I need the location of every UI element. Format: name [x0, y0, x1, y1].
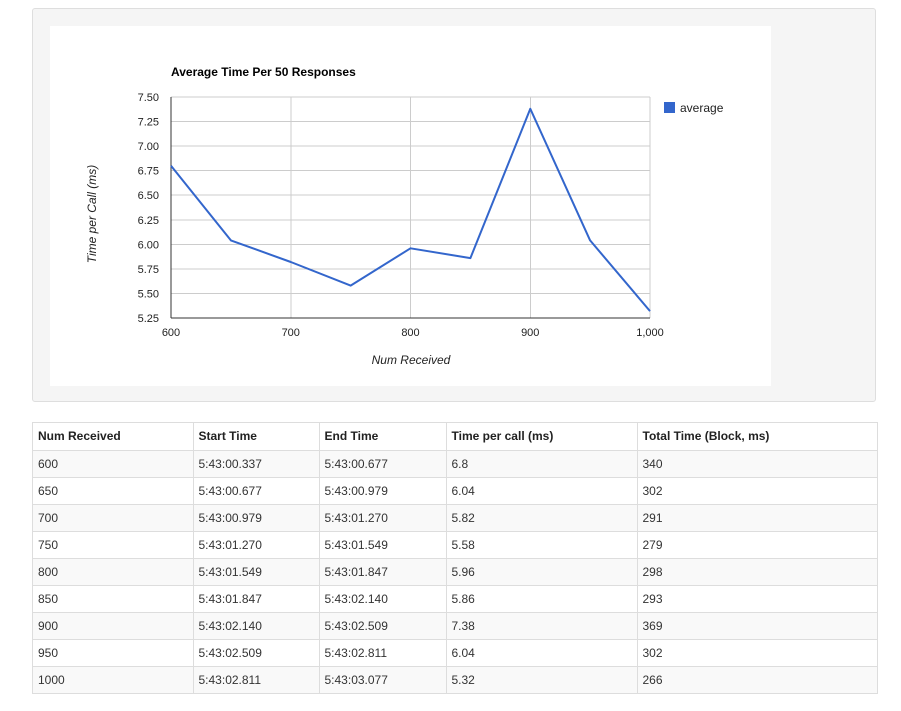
grid — [170, 96, 651, 319]
table-cell: 6.04 — [445, 638, 637, 666]
column-header: End Time — [318, 423, 446, 450]
table-cell: 6.04 — [445, 476, 637, 504]
column-header: Num Received — [33, 423, 193, 450]
y-tick-label: 5.50 — [138, 288, 159, 300]
table-cell: 5:43:00.979 — [318, 476, 446, 504]
table-cell: 5:43:02.811 — [318, 638, 446, 666]
table-cell: 5:43:02.509 — [192, 638, 319, 666]
x-tick-label: 600 — [162, 327, 180, 339]
table-cell: 5:43:01.270 — [192, 530, 319, 558]
line-chart: Average Time Per 50 Responses 5.255.505.… — [85, 65, 724, 367]
column-header: Time per call (ms) — [445, 423, 637, 450]
table-row: 600 5:43:00.337 5:43:00.677 6.8 340 — [33, 449, 877, 477]
table-cell: 302 — [636, 476, 877, 504]
table-cell: 5:43:01.847 — [318, 557, 446, 585]
chart-card: Average Time Per 50 Responses 5.25 5.50 5.… — [50, 26, 771, 386]
table-cell: 5:43:02.140 — [192, 611, 319, 639]
table-cell: 950 — [33, 638, 193, 666]
table-cell: 5:43:01.549 — [318, 530, 446, 558]
legend-label: average — [680, 101, 724, 115]
table-cell: 7.38 — [445, 611, 637, 639]
table-cell: 750 — [33, 530, 193, 558]
table-cell: 291 — [636, 503, 877, 531]
y-tick-label: 5.75 — [138, 264, 159, 276]
table-cell: 266 — [636, 665, 877, 693]
table-row: 650 5:43:00.677 5:43:00.979 6.04 302 — [33, 476, 877, 504]
data-table-container: Num Received Start Time End Time Time per c… — [32, 422, 878, 694]
table-header-row: Num Received Start Time End Time Time per c… — [33, 423, 877, 450]
y-tick-label: 6.25 — [138, 215, 159, 227]
axes — [170, 97, 650, 319]
table-cell: 5.82 — [445, 503, 637, 531]
table-cell: 369 — [636, 611, 877, 639]
table-cell: 302 — [636, 638, 877, 666]
table-cell: 5.96 — [445, 557, 637, 585]
y-tick-label: 7.00 — [138, 141, 159, 153]
column-header: Total Time (Block, ms) — [636, 423, 877, 450]
table-cell: 298 — [636, 557, 877, 585]
table-cell: 650 — [33, 476, 193, 504]
table-cell: 293 — [636, 584, 877, 612]
table-row: 900 5:43:02.140 5:43:02.509 7.38 369 — [33, 611, 877, 639]
x-axis-label: Num Received — [372, 353, 451, 367]
table-cell: 1000 — [33, 665, 193, 693]
table-cell: 600 — [33, 449, 193, 477]
table-cell: 5:43:02.811 — [192, 665, 319, 693]
data-table: Num Received Start Time End Time Time per c… — [33, 423, 877, 693]
series-line-average — [170, 107, 651, 312]
y-tick-label: 6.00 — [138, 239, 159, 251]
chart-panel: Average Time Per 50 Responses 5.25 5.50 5.… — [32, 8, 876, 402]
table-cell: 5.86 — [445, 584, 637, 612]
table-cell: 279 — [636, 530, 877, 558]
table-cell: 850 — [33, 584, 193, 612]
table-row: 1000 5:43:02.811 5:43:03.077 5.32 266 — [33, 665, 877, 693]
x-tick-label: 1,000 — [636, 327, 664, 339]
y-axis-label: Time per Call (ms) — [85, 165, 99, 264]
y-tick-label: 6.75 — [138, 166, 159, 178]
table-cell: 5:43:01.847 — [192, 584, 319, 612]
table-cell: 5:43:00.677 — [318, 449, 446, 477]
table-cell: 5:43:02.140 — [318, 584, 446, 612]
table-cell: 5.58 — [445, 530, 637, 558]
table-row: 750 5:43:01.270 5:43:01.549 5.58 279 — [33, 530, 877, 558]
table-cell: 700 — [33, 503, 193, 531]
table-cell: 340 — [636, 449, 877, 477]
column-header: Start Time — [192, 423, 319, 450]
x-tick-label: 800 — [401, 327, 419, 339]
y-tick-label: 7.25 — [138, 117, 159, 129]
table-cell: 900 — [33, 611, 193, 639]
table-body: 600 5:43:00.337 5:43:00.677 6.8 340 650 5:43:0… — [33, 449, 877, 693]
legend-swatch — [664, 102, 675, 113]
table-row: 700 5:43:00.979 5:43:01.270 5.82 291 — [33, 503, 877, 531]
x-tick-label: 700 — [282, 327, 300, 339]
table-row: 800 5:43:01.549 5:43:01.847 5.96 298 — [33, 557, 877, 585]
table-cell: 5:43:00.979 — [192, 503, 319, 531]
table-cell: 5:43:03.077 — [318, 665, 446, 693]
table-cell: 5:43:02.509 — [318, 611, 446, 639]
tick-labels: 5.25 5.50 5.75 6.00 6.25 6.50 6.75 7.00 7.25 7.50… — [138, 92, 664, 339]
series — [170, 107, 651, 312]
y-tick-label: 5.25 — [138, 313, 159, 325]
table-row: 950 5:43:02.509 5:43:02.811 6.04 302 — [33, 638, 877, 666]
chart-title: Average Time Per 50 Responses — [171, 65, 356, 79]
legend: average — [664, 101, 724, 115]
y-tick-label: 6.50 — [138, 190, 159, 202]
table-cell: 5.32 — [445, 665, 637, 693]
table-cell: 5:43:00.677 — [192, 476, 319, 504]
x-tick-label: 900 — [521, 327, 539, 339]
table-row: 850 5:43:01.847 5:43:02.140 5.86 293 — [33, 584, 877, 612]
table-cell: 5:43:01.549 — [192, 557, 319, 585]
table-cell: 5:43:00.337 — [192, 449, 319, 477]
table-cell: 6.8 — [445, 449, 637, 477]
table-cell: 5:43:01.270 — [318, 503, 446, 531]
y-tick-label: 7.50 — [138, 92, 159, 104]
table-cell: 800 — [33, 557, 193, 585]
